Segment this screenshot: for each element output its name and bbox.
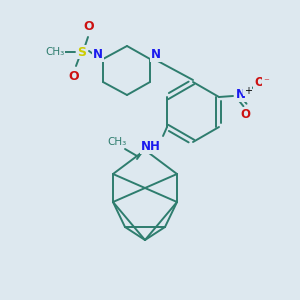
Text: O: O xyxy=(240,107,250,121)
Text: CH₃: CH₃ xyxy=(107,137,127,147)
Text: N: N xyxy=(93,49,103,62)
Text: O: O xyxy=(69,70,79,83)
Text: O: O xyxy=(84,20,94,34)
Text: +: + xyxy=(244,86,252,96)
Text: N: N xyxy=(151,49,161,62)
Text: NH: NH xyxy=(141,140,161,154)
Text: O: O xyxy=(254,76,264,89)
Text: N: N xyxy=(236,88,246,101)
Text: CH₃: CH₃ xyxy=(45,47,64,57)
Text: ⁻: ⁻ xyxy=(263,77,269,87)
Text: S: S xyxy=(77,46,86,59)
